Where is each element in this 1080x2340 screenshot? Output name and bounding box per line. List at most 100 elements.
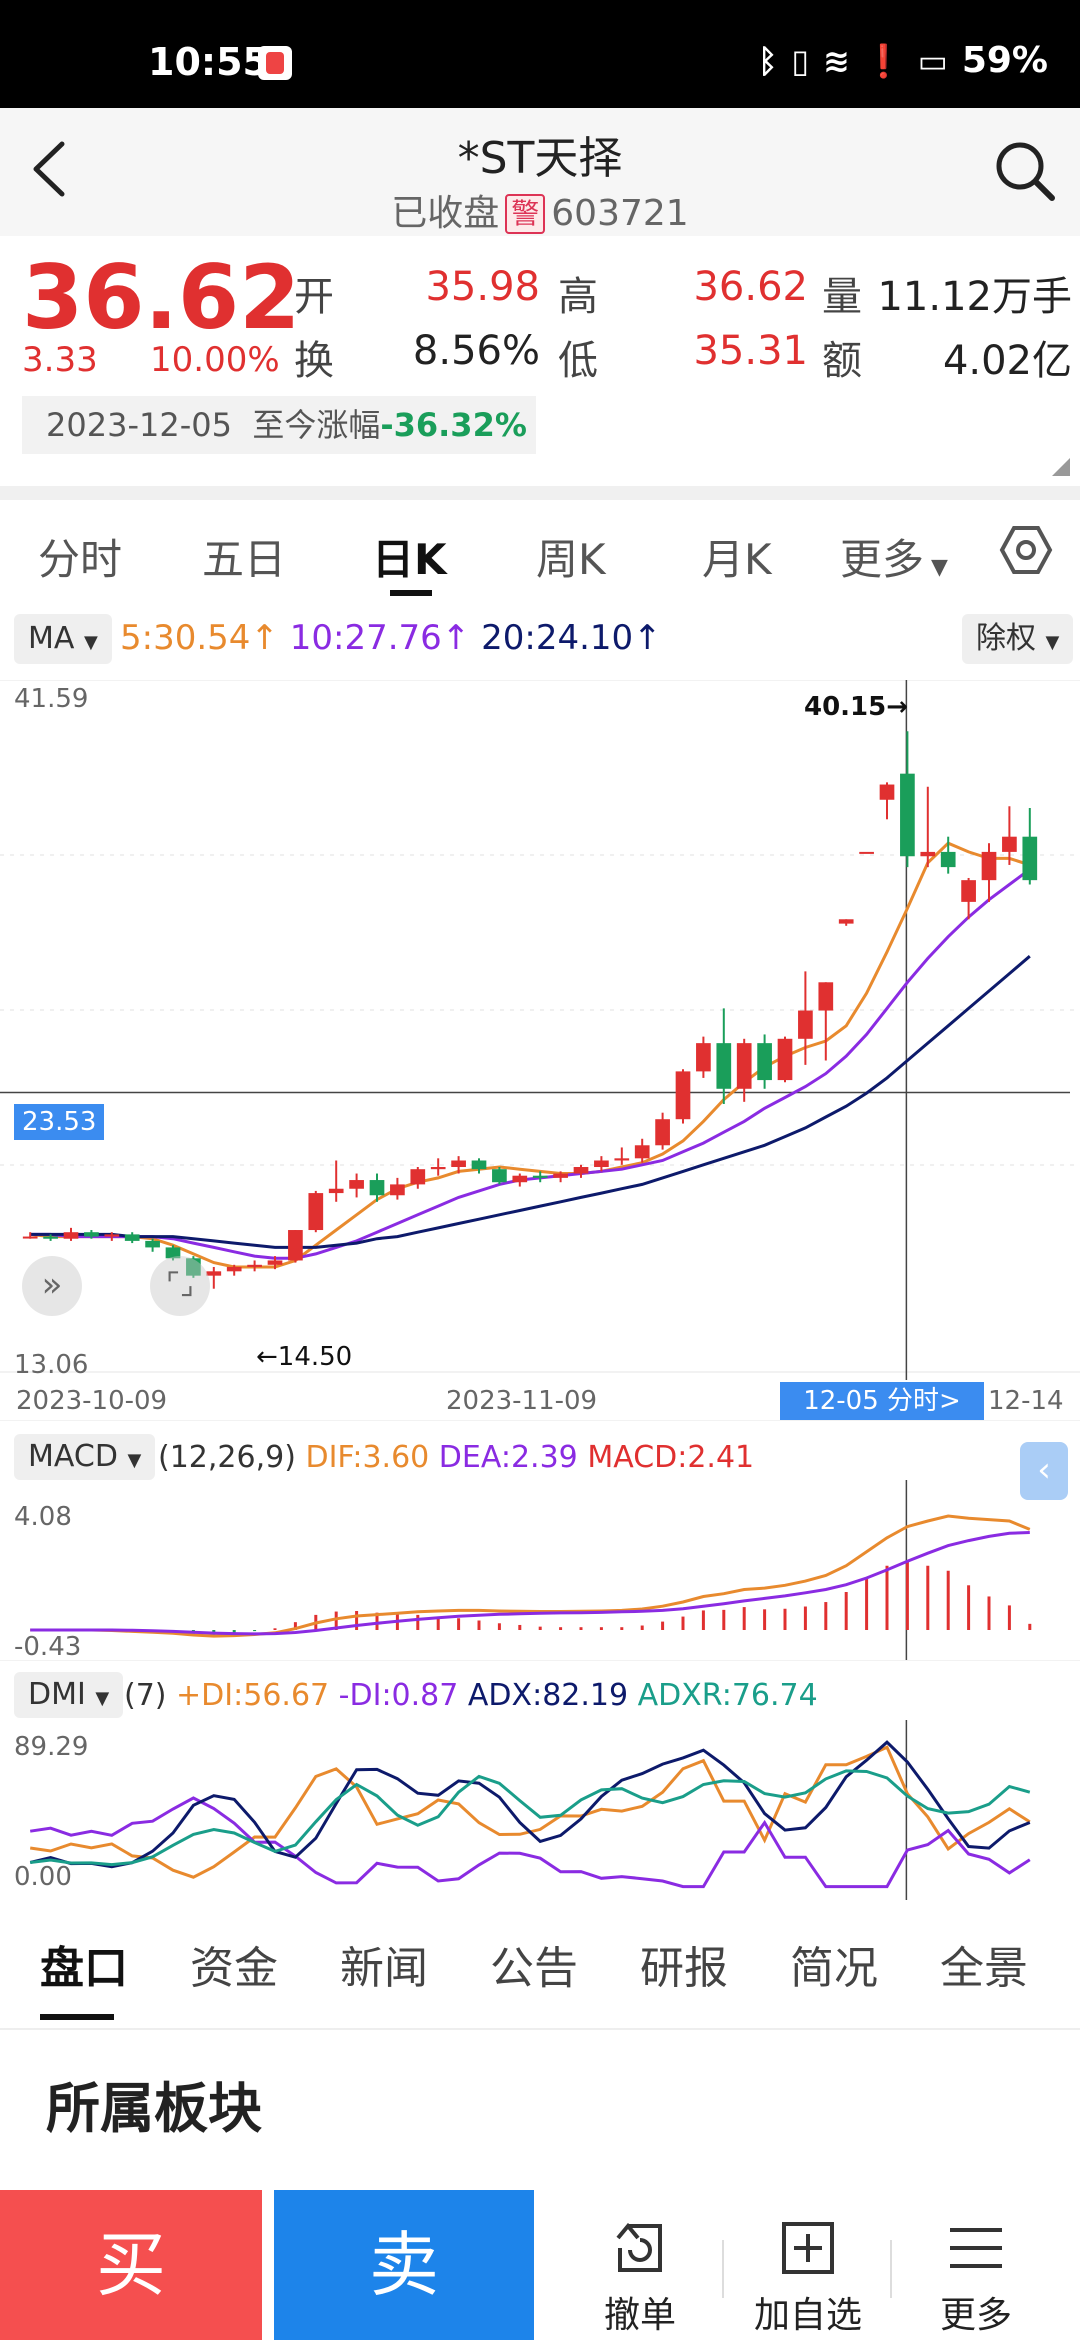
dmi-y-max: 89.29: [14, 1732, 89, 1762]
buy-button[interactable]: 买: [0, 2190, 262, 2340]
tab-weekly-k[interactable]: 周K: [536, 535, 606, 584]
tab-research[interactable]: 研报: [640, 1943, 728, 1994]
candle: [471, 1158, 487, 1174]
dmi-adx: ADX:82.19: [467, 1678, 629, 1713]
expand-history-icon[interactable]: »: [22, 1256, 82, 1316]
kline-chart[interactable]: 41.59 13.06 23.53 40.15→ ←14.50 2023-10-…: [0, 680, 1080, 1420]
tab-more[interactable]: 更多 ▼: [840, 526, 948, 587]
vibrate-icon: ▯: [791, 41, 809, 80]
macd-dif: DIF:3.60: [305, 1440, 430, 1475]
cancel-order-icon: [616, 2222, 662, 2272]
dif-line: [30, 1514, 1031, 1638]
high-marker: 40.15→: [804, 692, 909, 722]
dropdown-icon: ▼: [127, 1450, 142, 1471]
candle: [736, 1038, 752, 1102]
high-label: 高: [558, 274, 598, 320]
low-marker: ←14.50: [256, 1342, 353, 1372]
back-icon[interactable]: [22, 134, 82, 204]
candle: [63, 1227, 79, 1241]
adjust-selector[interactable]: 除权 ▼: [962, 614, 1074, 664]
mdi-line: [29, 1796, 1031, 1889]
tab-profile[interactable]: 简况: [790, 1943, 878, 1994]
ma20-line: [30, 955, 1031, 1249]
dmi-selector-label: DMI: [28, 1677, 86, 1712]
status-bar: 10:55 ᛒ ▯ ≋ ❗ ▭ 59%: [0, 0, 1080, 108]
macd-y-max: 4.08: [14, 1502, 72, 1532]
candle: [512, 1173, 528, 1187]
price-change-percent: 10.00%: [150, 340, 280, 380]
tab-order-book[interactable]: 盘口: [40, 1943, 128, 1994]
x-start-label: 2023-10-09: [16, 1386, 168, 1416]
sell-button[interactable]: 卖: [274, 2190, 534, 2340]
candle: [104, 1232, 120, 1241]
candle: [410, 1167, 426, 1189]
dmi-legend: (7) +DI:56.67 -DI:0.87 ADX:82.19 ADXR:76…: [124, 1678, 818, 1713]
dmi-pdi: +DI:56.67: [176, 1678, 330, 1713]
amount-value: 4.02亿: [942, 338, 1072, 384]
candle: [532, 1171, 548, 1183]
candle: [900, 731, 915, 868]
since-value: -36.32%: [380, 406, 527, 444]
current-price: 36.62: [22, 246, 301, 349]
cancel-order-button[interactable]: 撤单: [560, 2190, 720, 2340]
macd-value: MACD:2.41: [587, 1440, 755, 1475]
candle: [369, 1173, 385, 1202]
ma20-value: 20:24.10↑: [481, 618, 662, 658]
tab-funds[interactable]: 资金: [190, 1943, 278, 1994]
stock-header: *ST天择 已收盘警 603721: [0, 108, 1080, 236]
dmi-selector[interactable]: DMI ▼: [14, 1672, 124, 1718]
candle: [349, 1173, 364, 1198]
more-button[interactable]: 更多: [896, 2190, 1056, 2340]
dea-line: [30, 1531, 1030, 1636]
candle: [1022, 808, 1038, 885]
candle: [675, 1069, 691, 1124]
candle: [798, 971, 813, 1065]
stock-code: 603721: [551, 193, 689, 234]
dmi-svg: [0, 1660, 1080, 1900]
crosshair-price-label: 23.53: [14, 1104, 105, 1140]
divider: [722, 2240, 724, 2298]
candle: [1002, 806, 1017, 865]
candle: [920, 786, 936, 868]
tab-five-day[interactable]: 五日: [202, 535, 287, 584]
tab-more-label: 更多: [840, 535, 925, 584]
add-watchlist-button[interactable]: 加自选: [728, 2190, 888, 2340]
macd-panel[interactable]: MACD ▼ (12,26,9) DIF:3.60 DEA:2.39 MACD:…: [0, 1420, 1080, 1662]
alert-icon: ❗: [863, 41, 904, 80]
ma10-value: 10:27.76↑: [289, 618, 471, 658]
dmi-adxr: ADXR:76.74: [637, 1678, 818, 1713]
candle: [655, 1112, 670, 1150]
macd-selector[interactable]: MACD ▼: [14, 1434, 156, 1480]
tab-monthly-k[interactable]: 月K: [702, 535, 772, 584]
ma-selector[interactable]: MA ▼: [14, 614, 112, 664]
divider: [0, 486, 1080, 500]
high-value: 36.62: [693, 264, 808, 310]
dmi-panel[interactable]: DMI ▼ (7) +DI:56.67 -DI:0.87 ADX:82.19 A…: [0, 1660, 1080, 1900]
candle: [206, 1266, 222, 1289]
crosshair-date-button[interactable]: 12-05 分时>: [780, 1382, 984, 1420]
tab-intraday[interactable]: 分时: [38, 535, 123, 584]
tab-daily-k[interactable]: 日K: [372, 535, 447, 584]
tab-announcements[interactable]: 公告: [490, 1943, 578, 1994]
y-max-label: 41.59: [14, 684, 89, 714]
search-icon[interactable]: [992, 138, 1058, 204]
add-watchlist-icon: [782, 2222, 834, 2274]
ma-row: MA ▼ 5:30.54↑ 10:27.76↑ 20:24.10↑ 除权 ▼: [0, 600, 1080, 680]
macd-params: (12,26,9): [158, 1440, 296, 1475]
collapse-panel-icon[interactable]: ‹: [1020, 1442, 1068, 1500]
candle: [614, 1147, 630, 1165]
tab-overview[interactable]: 全景: [940, 1943, 1028, 1994]
stock-name: *ST天择: [457, 133, 623, 184]
since-change-box[interactable]: 2023-12-05 至今涨幅-36.32%: [22, 396, 536, 454]
status-time: 10:55: [148, 40, 269, 84]
ma5-line: [30, 841, 1031, 1269]
candle: [981, 843, 997, 902]
warning-badge: 警: [505, 194, 546, 234]
candle: [451, 1156, 466, 1174]
candle: [22, 1232, 38, 1239]
tab-news[interactable]: 新闻: [340, 1943, 428, 1994]
expand-corner-icon[interactable]: [1052, 458, 1070, 476]
add-watchlist-label: 加自选: [753, 2295, 862, 2336]
settings-icon[interactable]: [998, 522, 1054, 578]
fullscreen-icon[interactable]: ⌜⌟: [150, 1256, 210, 1316]
